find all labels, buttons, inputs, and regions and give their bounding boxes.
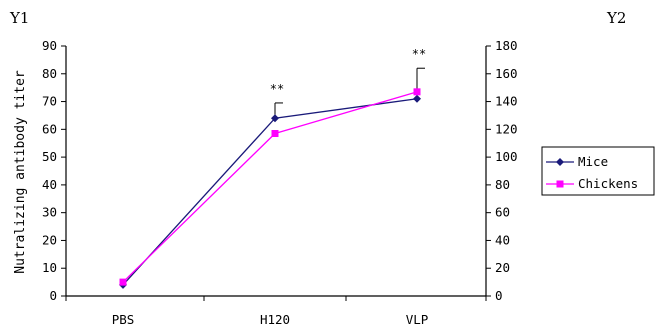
y2-tick-label: 100 bbox=[495, 149, 518, 164]
series-line-mice bbox=[122, 98, 418, 286]
significance-annotation: ** bbox=[270, 82, 284, 96]
y1-tick-label: 70 bbox=[42, 94, 57, 109]
axes: 0 10 20 30 40 50 60 70 80 90 0 20 40 60 80 100 120 140 160… bbox=[42, 38, 518, 327]
y2-tick-label: 60 bbox=[495, 205, 510, 220]
y2-tick-label: 40 bbox=[495, 232, 510, 247]
legend-marker-chickens bbox=[556, 180, 564, 188]
significance-annotation: ** bbox=[412, 47, 426, 61]
y1-tick-label: 60 bbox=[42, 121, 57, 136]
y2-tick-label: 80 bbox=[495, 177, 510, 192]
data-point-mice bbox=[413, 94, 421, 103]
y2-corner-label: Y2 bbox=[606, 9, 626, 27]
y2-tick-label: 0 bbox=[495, 288, 503, 303]
series-line-chickens bbox=[122, 91, 418, 283]
series-group: ** ** bbox=[119, 47, 426, 289]
y1-tick-label: 80 bbox=[42, 66, 57, 81]
y2-tick-label: 120 bbox=[495, 121, 518, 136]
y1-tick-label: 30 bbox=[42, 205, 57, 220]
data-point-chickens bbox=[413, 88, 421, 96]
y1-tick-label: 0 bbox=[49, 288, 57, 303]
y1-tick-label: 20 bbox=[42, 232, 57, 247]
legend-label-chickens: Chickens bbox=[578, 176, 638, 191]
x-tick-label: H120 bbox=[260, 312, 290, 327]
data-point-chickens bbox=[271, 130, 279, 137]
data-point-mice bbox=[271, 114, 279, 123]
y2-tick-label: 160 bbox=[495, 66, 518, 81]
y2-tick-label: 180 bbox=[495, 38, 518, 53]
y1-tick-label: 10 bbox=[42, 260, 57, 275]
x-tick-label: PBS bbox=[112, 312, 135, 327]
y1-tick-label: 90 bbox=[42, 38, 57, 53]
y2-tick-label: 20 bbox=[495, 260, 510, 275]
y1-corner-label: Y1 bbox=[9, 9, 29, 27]
legend: Mice Chickens bbox=[541, 146, 655, 196]
y2-tick-label: 140 bbox=[495, 94, 518, 109]
y1-tick-label: 50 bbox=[42, 149, 57, 164]
y1-tick-label: 40 bbox=[42, 177, 57, 192]
legend-label-mice: Mice bbox=[578, 154, 608, 169]
legend-marker-mice bbox=[556, 158, 564, 166]
data-point-chickens bbox=[119, 278, 127, 286]
x-tick-label: VLP bbox=[406, 312, 429, 327]
y-axis-title: Nutralizing antibody titer bbox=[13, 70, 28, 274]
